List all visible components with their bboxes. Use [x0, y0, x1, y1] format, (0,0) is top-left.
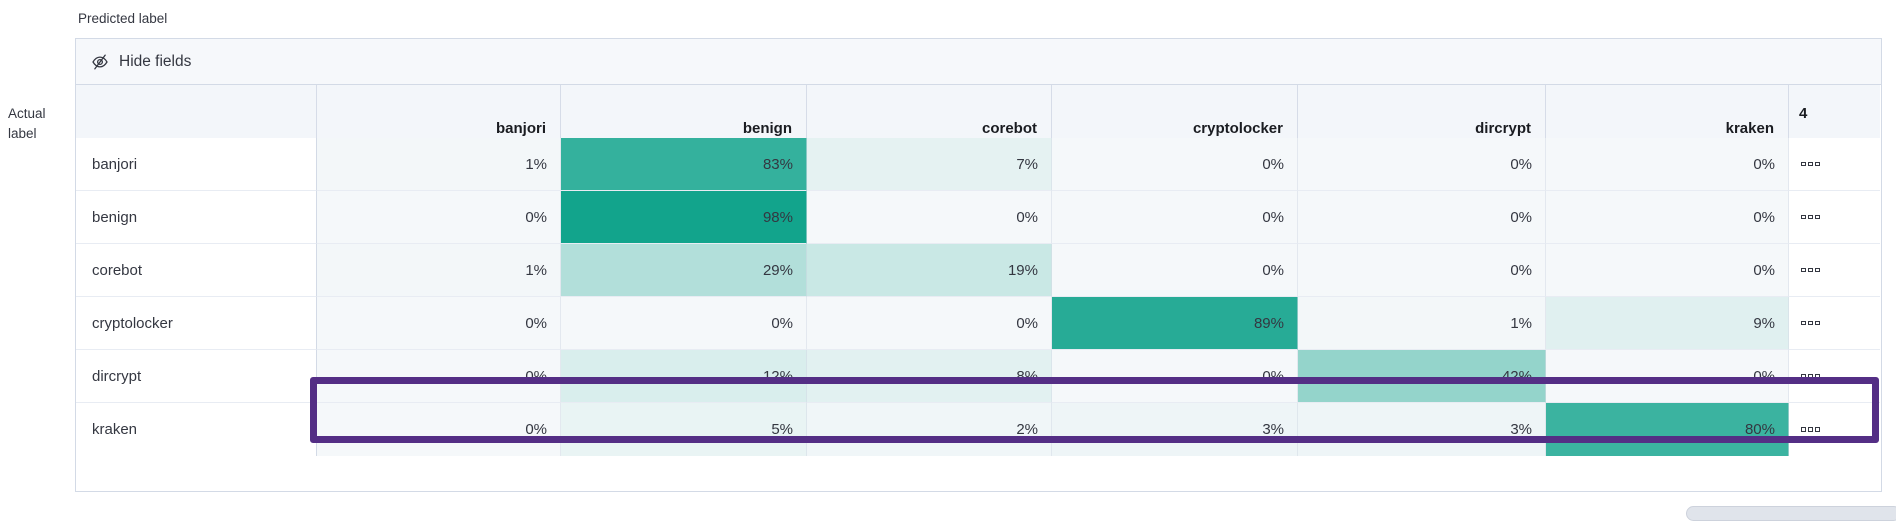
matrix-cell-corebot-cryptolocker: 0% [1052, 244, 1298, 297]
row-label-corebot: corebot [76, 244, 317, 297]
row-label-banjori: banjori [76, 138, 317, 191]
more-actions-button[interactable] [1789, 191, 1880, 244]
matrix-cell-cryptolocker-corebot: 0% [807, 297, 1052, 350]
more-actions-button[interactable] [1789, 350, 1880, 403]
row-label-dircrypt: dircrypt [76, 350, 317, 403]
matrix-cell-benign-kraken: 0% [1546, 191, 1789, 244]
confusion-matrix-grid: banjori benign corebot cryptolocker dircrypt… [76, 85, 1881, 456]
matrix-cell-corebot-banjori: 1% [317, 244, 561, 297]
matrix-cell-cryptolocker-dircrypt: 1% [1298, 297, 1546, 350]
matrix-cell-banjori-kraken: 0% [1546, 138, 1789, 191]
horizontal-scrollbar[interactable] [1686, 506, 1896, 521]
matrix-cell-benign-benign: 98% [561, 191, 807, 244]
row-label-cryptolocker: cryptolocker [76, 297, 317, 350]
matrix-cell-benign-cryptolocker: 0% [1052, 191, 1298, 244]
matrix-cell-cryptolocker-banjori: 0% [317, 297, 561, 350]
matrix-cell-banjori-banjori: 1% [317, 138, 561, 191]
more-actions-button[interactable] [1789, 297, 1880, 350]
matrix-cell-benign-banjori: 0% [317, 191, 561, 244]
ellipsis-boxes-icon [1801, 267, 1820, 273]
matrix-cell-kraken-kraken: 80% [1546, 403, 1789, 456]
matrix-cell-cryptolocker-benign: 0% [561, 297, 807, 350]
matrix-cell-kraken-dircrypt: 3% [1298, 403, 1546, 456]
matrix-cell-benign-dircrypt: 0% [1298, 191, 1546, 244]
matrix-cell-dircrypt-dircrypt: 42% [1298, 350, 1546, 403]
matrix-cell-dircrypt-benign: 12% [561, 350, 807, 403]
matrix-cell-corebot-benign: 29% [561, 244, 807, 297]
matrix-cell-corebot-corebot: 19% [807, 244, 1052, 297]
matrix-cell-cryptolocker-cryptolocker: 89% [1052, 297, 1298, 350]
row-label-kraken: kraken [76, 403, 317, 456]
confusion-matrix-panel: Hide fields banjori benign corebot cryptolo… [75, 38, 1882, 492]
matrix-cell-kraken-corebot: 2% [807, 403, 1052, 456]
hide-fields-button[interactable]: Hide fields [76, 39, 1881, 85]
row-label-benign: benign [76, 191, 317, 244]
matrix-cell-kraken-benign: 5% [561, 403, 807, 456]
matrix-cell-banjori-cryptolocker: 0% [1052, 138, 1298, 191]
matrix-cell-banjori-benign: 83% [561, 138, 807, 191]
matrix-cell-dircrypt-banjori: 0% [317, 350, 561, 403]
predicted-label-text: Predicted label [78, 11, 168, 26]
eye-closed-icon [91, 53, 109, 71]
matrix-cell-kraken-cryptolocker: 3% [1052, 403, 1298, 456]
more-actions-button[interactable] [1789, 403, 1880, 456]
matrix-cell-dircrypt-corebot: 8% [807, 350, 1052, 403]
ellipsis-boxes-icon [1801, 373, 1820, 379]
matrix-cell-banjori-corebot: 7% [807, 138, 1052, 191]
matrix-cell-kraken-banjori: 0% [317, 403, 561, 456]
more-actions-button[interactable] [1789, 244, 1880, 297]
hide-fields-label: Hide fields [119, 52, 192, 70]
matrix-cell-dircrypt-kraken: 0% [1546, 350, 1789, 403]
ellipsis-boxes-icon [1801, 214, 1820, 220]
ellipsis-boxes-icon [1801, 161, 1820, 167]
actual-label-text: Actual label [8, 106, 46, 141]
matrix-cell-cryptolocker-kraken: 9% [1546, 297, 1789, 350]
more-actions-button[interactable] [1789, 138, 1880, 191]
matrix-cell-dircrypt-cryptolocker: 0% [1052, 350, 1298, 403]
ellipsis-boxes-icon [1801, 320, 1820, 326]
matrix-cell-corebot-kraken: 0% [1546, 244, 1789, 297]
matrix-cell-benign-corebot: 0% [807, 191, 1052, 244]
matrix-cell-banjori-dircrypt: 0% [1298, 138, 1546, 191]
ellipsis-boxes-icon [1801, 427, 1820, 432]
matrix-cell-corebot-dircrypt: 0% [1298, 244, 1546, 297]
